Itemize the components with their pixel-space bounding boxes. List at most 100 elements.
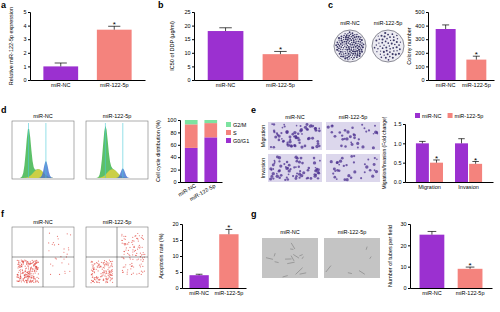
event — [33, 264, 34, 265]
event — [123, 267, 124, 268]
event — [142, 266, 143, 267]
event — [92, 261, 93, 262]
event — [112, 275, 113, 276]
tick-mark — [426, 12, 428, 13]
cell — [351, 143, 354, 146]
event — [123, 236, 124, 237]
tube — [296, 268, 303, 275]
event — [96, 281, 97, 282]
event — [108, 273, 109, 274]
y-tick: 20 — [170, 167, 180, 173]
event — [99, 267, 100, 268]
colony — [389, 36, 391, 38]
event — [112, 261, 113, 262]
event — [30, 273, 31, 274]
event — [25, 274, 26, 275]
colony — [351, 36, 353, 38]
panel-letter: f — [1, 209, 5, 219]
tick-mark — [426, 66, 428, 67]
event — [17, 274, 18, 275]
tick-mark — [178, 170, 180, 171]
colony — [384, 54, 385, 55]
tube — [266, 258, 273, 260]
event — [22, 260, 23, 261]
event — [95, 277, 96, 278]
event — [106, 261, 107, 262]
event — [143, 252, 144, 253]
image-label: miR-NC — [285, 114, 305, 120]
event — [30, 261, 31, 262]
event — [25, 268, 26, 269]
colony — [387, 42, 389, 44]
event — [55, 257, 56, 258]
y-axis: 0100200300400500 — [415, 9, 428, 83]
cell — [297, 132, 300, 135]
event — [109, 259, 110, 260]
panel-letter: d — [1, 105, 7, 115]
y-tick: 100 — [415, 64, 428, 70]
event — [106, 272, 107, 273]
event — [131, 242, 132, 243]
event — [124, 238, 125, 239]
cell — [344, 129, 347, 132]
colony — [379, 39, 381, 41]
cell — [314, 127, 317, 130]
event — [36, 268, 37, 269]
cell — [347, 174, 350, 177]
cell — [358, 138, 360, 140]
colony — [349, 43, 351, 45]
cell — [369, 169, 372, 172]
event — [56, 258, 57, 259]
tick-mark — [408, 245, 410, 246]
cell — [299, 139, 301, 141]
colony — [337, 43, 339, 45]
significance-mark: * — [475, 50, 478, 59]
tick-mark — [28, 12, 30, 13]
event — [98, 264, 99, 265]
axis-line — [403, 125, 406, 183]
colony — [392, 33, 394, 35]
event — [104, 272, 105, 273]
tick-label: Migration — [418, 184, 441, 190]
cell — [304, 145, 307, 148]
event — [136, 259, 137, 260]
event — [136, 274, 137, 275]
event — [111, 270, 112, 271]
plate — [372, 30, 404, 62]
cell — [284, 125, 286, 127]
cell — [339, 160, 342, 163]
cell — [353, 170, 356, 173]
event — [99, 279, 100, 280]
event — [23, 263, 24, 264]
cell — [336, 169, 339, 172]
event — [106, 273, 107, 274]
event — [36, 277, 37, 278]
event — [135, 250, 136, 251]
event — [29, 274, 30, 275]
event — [128, 242, 129, 243]
event — [26, 263, 27, 264]
cell — [293, 131, 296, 134]
tick-label: 25 — [184, 9, 190, 15]
cell — [295, 160, 298, 163]
event — [140, 259, 141, 260]
event — [50, 263, 51, 264]
event — [17, 267, 18, 268]
y-tick: 15 — [172, 237, 182, 243]
event — [30, 263, 31, 264]
tick-label: 1.0 — [394, 141, 402, 147]
event — [27, 279, 28, 280]
event — [22, 273, 23, 274]
event — [123, 272, 124, 273]
event — [26, 262, 27, 263]
event — [28, 262, 29, 263]
panel-letter: b — [158, 0, 164, 10]
colony — [344, 41, 346, 43]
event — [38, 278, 39, 279]
colony — [357, 52, 359, 54]
cell — [346, 130, 349, 133]
event — [110, 277, 111, 278]
y-tick: 0 — [187, 77, 194, 83]
error-bar — [428, 231, 437, 234]
colony — [356, 56, 358, 58]
